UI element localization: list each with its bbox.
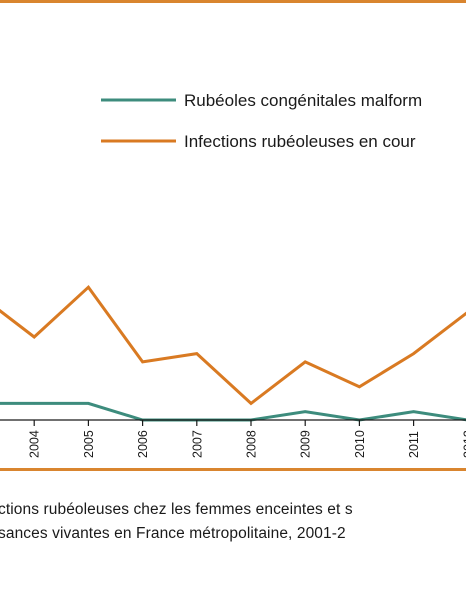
x-tick-label: 2010 xyxy=(353,430,367,458)
x-tick-label: 2005 xyxy=(82,430,96,458)
data-point xyxy=(87,286,90,289)
x-axis: 2003200420052006200720082009201020112012 xyxy=(0,419,466,458)
data-point xyxy=(412,410,415,413)
data-point xyxy=(87,402,90,405)
x-tick-label: 2007 xyxy=(190,430,204,458)
data-point xyxy=(304,360,307,364)
legend-label-1: Rubéoles congénitales malform xyxy=(184,91,422,110)
legend-label-2: Infections rubéoleuses en cour xyxy=(184,132,416,151)
data-point xyxy=(33,335,36,339)
x-tick-label: 2009 xyxy=(299,430,313,458)
top-rule xyxy=(0,0,466,3)
x-tick-label: 2008 xyxy=(245,430,259,458)
figure-caption-line-1: ctions rubéoleuses chez les femmes encei… xyxy=(0,501,353,518)
series-line-2 xyxy=(0,284,466,406)
x-tick-label: 2012 xyxy=(461,430,466,458)
data-point xyxy=(412,352,415,355)
line-chart: 2003200420052006200720082009201020112012… xyxy=(0,91,466,458)
series-line-1 xyxy=(0,401,466,422)
data-point xyxy=(304,410,307,413)
data-point xyxy=(358,385,361,388)
bottom-rule xyxy=(0,468,466,471)
x-tick-label: 2004 xyxy=(28,430,42,458)
data-point xyxy=(33,402,36,405)
x-tick-label: 2011 xyxy=(407,431,421,458)
x-tick-label: 2006 xyxy=(136,430,150,458)
series-layer xyxy=(0,284,466,422)
data-point xyxy=(141,360,144,364)
data-point xyxy=(195,352,198,355)
figure-caption-line-2: sances vivantes en France métropolitaine… xyxy=(0,525,346,542)
data-point xyxy=(249,402,253,405)
legend: Rubéoles congénitales malform Infections … xyxy=(101,91,422,151)
